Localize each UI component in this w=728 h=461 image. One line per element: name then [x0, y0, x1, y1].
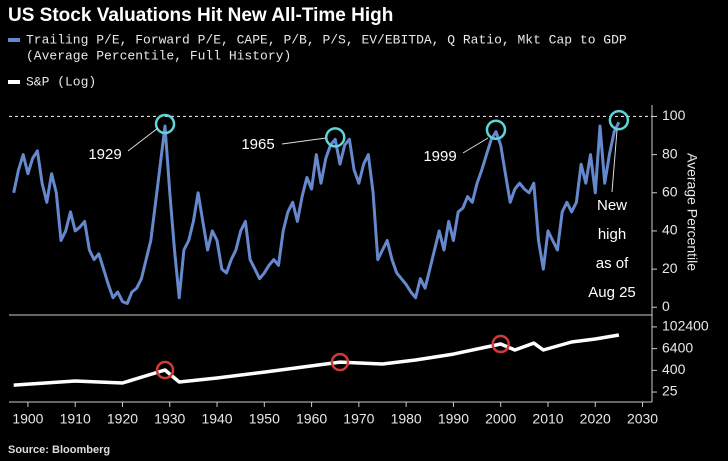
series-line [13, 333, 620, 387]
highlight-circle [330, 352, 350, 372]
annotation: high [598, 226, 626, 243]
y2-tick-label: 6400 [662, 339, 693, 355]
series-line [12, 121, 621, 305]
y-tick-label: 100 [662, 107, 686, 123]
y-tick-label: 20 [662, 260, 678, 276]
highlight-circle [491, 334, 510, 354]
x-tick-label: 2030 [627, 411, 658, 427]
y-tick-label: 60 [662, 183, 678, 199]
x-tick-label: 2000 [485, 411, 516, 427]
x-tick-label: 1960 [296, 411, 327, 427]
legend-label: Trailing P/E, Forward P/E, CAPE, P/B, P/… [26, 32, 627, 47]
x-tick-label: 1950 [249, 411, 280, 427]
y-tick-label: 0 [662, 298, 670, 314]
x-tick-label: 1910 [60, 411, 91, 427]
annotation: as of [596, 255, 629, 272]
annotation: Aug 25 [588, 284, 636, 301]
x-tick-label: 1930 [154, 411, 185, 427]
source: Source: Bloomberg [8, 444, 110, 456]
annotation-line [611, 129, 618, 193]
highlight-circle [154, 113, 176, 135]
highlight-circle [485, 119, 507, 140]
y2-tick-label: 25 [662, 383, 678, 399]
x-tick-label: 1900 [12, 411, 43, 427]
legend-label: (Average Percentile, Full History) [26, 48, 291, 63]
annotation: 1999 [423, 148, 456, 165]
annotation: 1965 [241, 136, 274, 153]
highlight-circle [155, 360, 175, 380]
x-tick-label: 1980 [391, 411, 422, 427]
y2-tick-label: 400 [662, 361, 686, 377]
annotation-line [127, 127, 159, 152]
y2-tick-label: 102400 [662, 318, 709, 334]
highlight-circle [324, 127, 346, 148]
x-tick-label: 2020 [580, 411, 611, 427]
x-tick-label: 1940 [201, 411, 232, 427]
y-tick-label: 40 [662, 222, 678, 238]
x-tick-label: 1920 [107, 411, 138, 427]
legend-label: S&P (Log) [26, 74, 96, 89]
annotation-line [462, 137, 489, 154]
highlight-circle [608, 109, 630, 131]
annotation-line [281, 137, 327, 145]
x-tick-label: 2010 [532, 411, 563, 427]
annotation: 1929 [88, 146, 121, 163]
chart-title: US Stock Valuations Hit New All-Time Hig… [8, 5, 393, 26]
annotation: New [597, 197, 627, 214]
x-tick-label: 1970 [343, 411, 374, 427]
y-tick-label: 80 [662, 145, 678, 161]
x-tick-label: 1990 [438, 411, 469, 427]
y-axis-label: Average Percentile [684, 153, 700, 271]
